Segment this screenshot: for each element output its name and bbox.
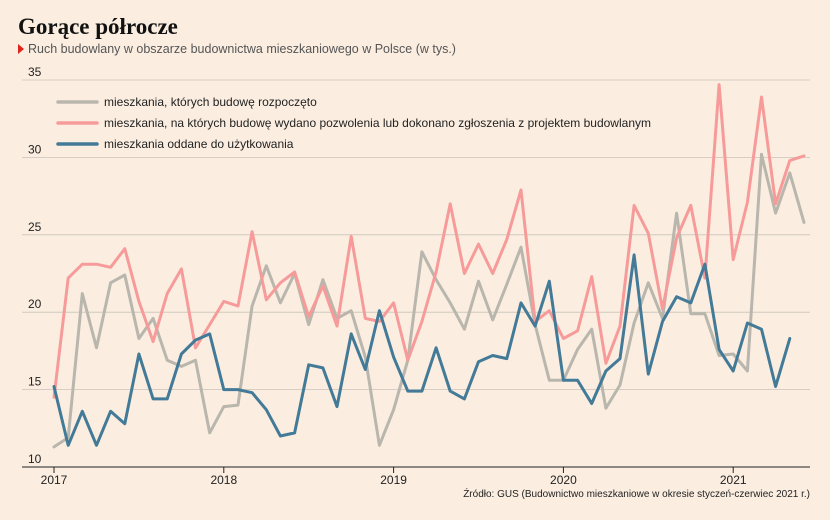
x-tick-label: 2018 — [210, 473, 237, 487]
subtitle-text: Ruch budowlany w obszarze budownictwa mi… — [28, 42, 456, 56]
x-tick-label: 2017 — [41, 473, 68, 487]
legend-label: mieszkania, na których budowę wydano poz… — [104, 116, 651, 130]
legend-label: mieszkania oddane do użytkowania — [104, 137, 294, 151]
series-line-2 — [52, 83, 806, 399]
chart-legend: mieszkania, których budowę rozpoczęto mie… — [56, 95, 651, 151]
chart-subtitle: Ruch budowlany w obszarze budownictwa mi… — [18, 42, 456, 56]
x-tick-label: 2021 — [720, 473, 747, 487]
x-axis: 2017 2018 2019 2020 2021 — [22, 466, 810, 487]
y-tick-label: 25 — [28, 220, 42, 234]
y-tick-label: 15 — [28, 375, 42, 389]
legend-label: mieszkania, których budowę rozpoczęto — [104, 95, 317, 109]
x-tick-label: 2020 — [550, 473, 577, 487]
series-line-3 — [52, 253, 792, 447]
chart-series — [52, 83, 806, 449]
y-tick-label: 30 — [28, 142, 42, 156]
y-tick-label: 35 — [28, 65, 42, 79]
x-tick-label: 2019 — [380, 473, 407, 487]
chart-title: Gorące półrocze — [18, 14, 178, 39]
y-tick-label: 10 — [28, 452, 42, 466]
y-axis: 10 15 20 25 30 35 — [28, 65, 42, 466]
source-note: Źródło: GUS (Budownictwo mieszkaniowe w … — [463, 489, 810, 500]
red-triangle-icon — [18, 44, 24, 54]
y-tick-label: 20 — [28, 297, 42, 311]
